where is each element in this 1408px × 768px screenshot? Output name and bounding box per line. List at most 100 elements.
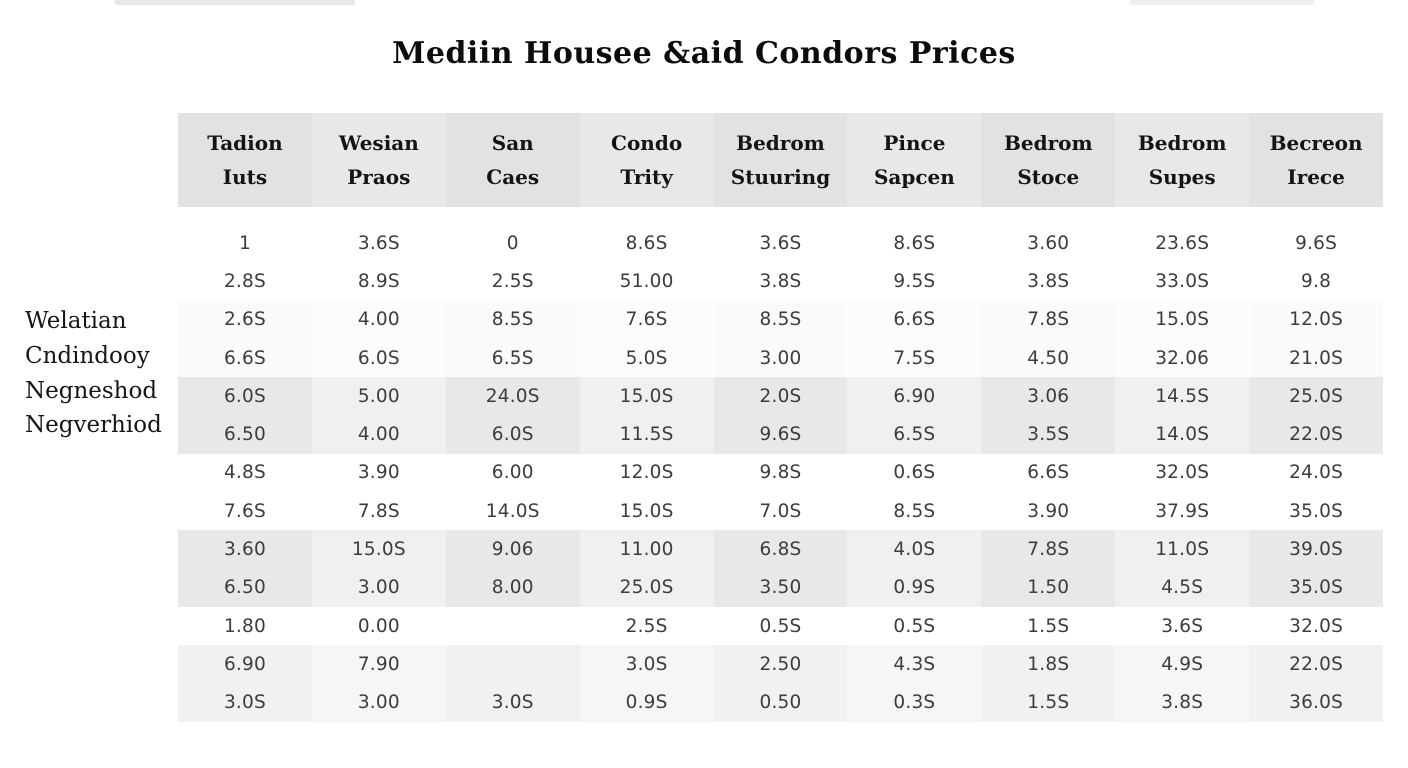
table-header-cell: Bedrom Supes bbox=[1115, 113, 1250, 207]
table-cell: 24.0S bbox=[485, 385, 540, 407]
page-title: Mediin Housee &aid Condors Prices bbox=[392, 36, 1016, 71]
header-label-line2: Supes bbox=[1148, 165, 1216, 189]
table-cell: 15.0S bbox=[619, 500, 674, 522]
table-cell: 0.9S bbox=[847, 568, 982, 607]
table-cell: 6.8S bbox=[759, 539, 802, 561]
header-label-line1: Bedrom bbox=[1137, 131, 1227, 155]
table-cell: 3.6S bbox=[357, 232, 400, 254]
table-cell: 9.6S bbox=[759, 424, 802, 446]
table-cell: 24.0S bbox=[1289, 462, 1344, 484]
table-cell: 7.6S bbox=[223, 500, 266, 522]
table-cell: 3.8S bbox=[1027, 270, 1070, 292]
table-cell: 3.00 bbox=[311, 568, 446, 607]
table-header-cell: Tadion Iuts bbox=[178, 113, 312, 207]
table-cell: 3.00 bbox=[311, 683, 446, 722]
table-cell: 6.50 bbox=[223, 577, 266, 599]
table-cell: 8.5S bbox=[491, 309, 534, 331]
table-cell: 9.6S bbox=[1295, 232, 1338, 254]
table-cell: 3.50 bbox=[759, 577, 802, 599]
table-cell: 6.90 bbox=[847, 377, 982, 416]
table-cell: 2.5S bbox=[625, 615, 668, 637]
header-label-line1: Tadion bbox=[207, 131, 283, 155]
table-cell: 23.6S bbox=[1155, 232, 1210, 254]
header-label-line1: Becreon bbox=[1269, 131, 1363, 155]
table-cell: 32.0S bbox=[1155, 462, 1210, 484]
table-cell: 21.0S bbox=[1289, 347, 1344, 369]
table-row: 4.8S 3.90 6.00 12.0S 9.8S 0.6S 6.6S 32.0S 24.0S bbox=[178, 454, 1383, 492]
header-label-line1: Condo bbox=[611, 131, 683, 155]
data-table: Tadion Iuts Wesian Praos San Caes Condo Trity Be… bbox=[178, 113, 1383, 722]
table-cell: 7.0S bbox=[759, 500, 802, 522]
header-label-line1: San bbox=[491, 131, 534, 155]
table-cell: 6.0S bbox=[223, 385, 266, 407]
table-cell: 22.0S bbox=[1289, 424, 1344, 446]
table-cell: 35.0S bbox=[1289, 577, 1344, 599]
table-cell: 1.8S bbox=[1027, 653, 1070, 675]
table-cell: 0.5S bbox=[893, 615, 936, 637]
table-cell: 6.5S bbox=[491, 347, 534, 369]
table-cell: 4.8S bbox=[223, 462, 266, 484]
row-group-label: Negverhiod bbox=[25, 412, 162, 438]
table-header-cell: Wesian Praos bbox=[311, 113, 446, 207]
table-cell: 9.8S bbox=[759, 462, 802, 484]
header-label-line2: Praos bbox=[347, 165, 411, 189]
table-cell: 7.6S bbox=[579, 300, 714, 339]
table-cell: 1.5S bbox=[1027, 692, 1070, 714]
header-label-line2: Irece bbox=[1287, 165, 1345, 189]
table-cell: 4.5S bbox=[1115, 568, 1250, 607]
table-cell: 3.06 bbox=[1027, 385, 1070, 407]
table-cell: 2.0S bbox=[759, 385, 802, 407]
table-header-row: Tadion Iuts Wesian Praos San Caes Condo Trity Be… bbox=[178, 113, 1383, 207]
table-cell: 0.9S bbox=[579, 683, 714, 722]
header-label-line2: Caes bbox=[486, 165, 540, 189]
table-cell: 8.6S bbox=[625, 232, 668, 254]
table-cell: 1.5S bbox=[1027, 615, 1070, 637]
header-label-line2: Iuts bbox=[222, 165, 268, 189]
table-row: 7.6S 7.8S 14.0S 15.0S 7.0S 8.5S 3.90 37.9S 35.0S bbox=[178, 492, 1383, 530]
table-cell: 0.3S bbox=[847, 683, 982, 722]
table-cell: 1.50 bbox=[1027, 577, 1070, 599]
table-cell: 3.60 bbox=[223, 539, 266, 561]
table-cell: 9.8 bbox=[1301, 270, 1332, 292]
top-edge-artifact-left bbox=[115, 0, 355, 5]
table-cell: 37.9S bbox=[1155, 500, 1210, 522]
table-cell: 32.06 bbox=[1115, 338, 1250, 378]
table-cell: 14.0S bbox=[485, 500, 540, 522]
table-cell: 2.5S bbox=[491, 270, 534, 292]
table-cell: 32.0S bbox=[1289, 615, 1344, 637]
header-label-line1: Wesian bbox=[338, 131, 419, 155]
table-cell: 14.5S bbox=[1115, 377, 1250, 416]
table-cell: 6.0S bbox=[311, 338, 446, 378]
table-cell: 4.3S bbox=[847, 645, 982, 684]
table-row: 6.90 7.90 3.0S 2.50 4.3S 1.8S 4.9S 22.0S bbox=[178, 645, 1383, 684]
table-cell bbox=[446, 607, 580, 645]
table-cell: 8.5S bbox=[893, 500, 936, 522]
table-cell: 6.6S bbox=[223, 347, 266, 369]
header-label-line1: Bedrom bbox=[736, 131, 825, 155]
table-cell: 11.5S bbox=[579, 415, 714, 454]
table-cell: 8.5S bbox=[759, 309, 802, 331]
table-row: 2.6S 4.00 8.5S 7.6S 8.5S 6.6S 7.8S 15.0S 12.0S bbox=[178, 300, 1383, 339]
table-cell: 4.00 bbox=[311, 300, 446, 339]
table-cell: 7.8S bbox=[357, 500, 400, 522]
table-cell: 3.90 bbox=[357, 462, 400, 484]
table-header-cell: Bedrom Stuuring bbox=[714, 113, 848, 207]
table-cell: 36.0S bbox=[1289, 692, 1344, 714]
header-label-line2: Stoce bbox=[1017, 165, 1080, 189]
table-cell: 6.5S bbox=[847, 415, 982, 454]
top-edge-artifact-right bbox=[1130, 0, 1315, 5]
table-cell: 3.8S bbox=[1115, 683, 1250, 722]
table-body: 1 3.6S 0 8.6S 3.6S 8.6S 3.60 23.6S 9.6S 2.8S 8.9S 2… bbox=[178, 224, 1383, 722]
table-cell: 0.50 bbox=[759, 692, 802, 714]
table-cell: 11.0S bbox=[1115, 530, 1250, 569]
table-cell: 8.00 bbox=[491, 577, 534, 599]
table-cell: 3.0S bbox=[491, 692, 534, 714]
table-cell: 3.90 bbox=[1027, 500, 1070, 522]
table-cell: 2.50 bbox=[759, 653, 802, 675]
table-cell: 3.0S bbox=[579, 645, 714, 684]
table-cell: 8.9S bbox=[357, 270, 400, 292]
table-row: 1.80 0.00 2.5S 0.5S 0.5S 1.5S 3.6S 32.0S bbox=[178, 607, 1383, 645]
table-cell: 0.5S bbox=[759, 615, 802, 637]
table-cell: 7.8S bbox=[1027, 309, 1070, 331]
table-cell: 1 bbox=[238, 232, 251, 254]
